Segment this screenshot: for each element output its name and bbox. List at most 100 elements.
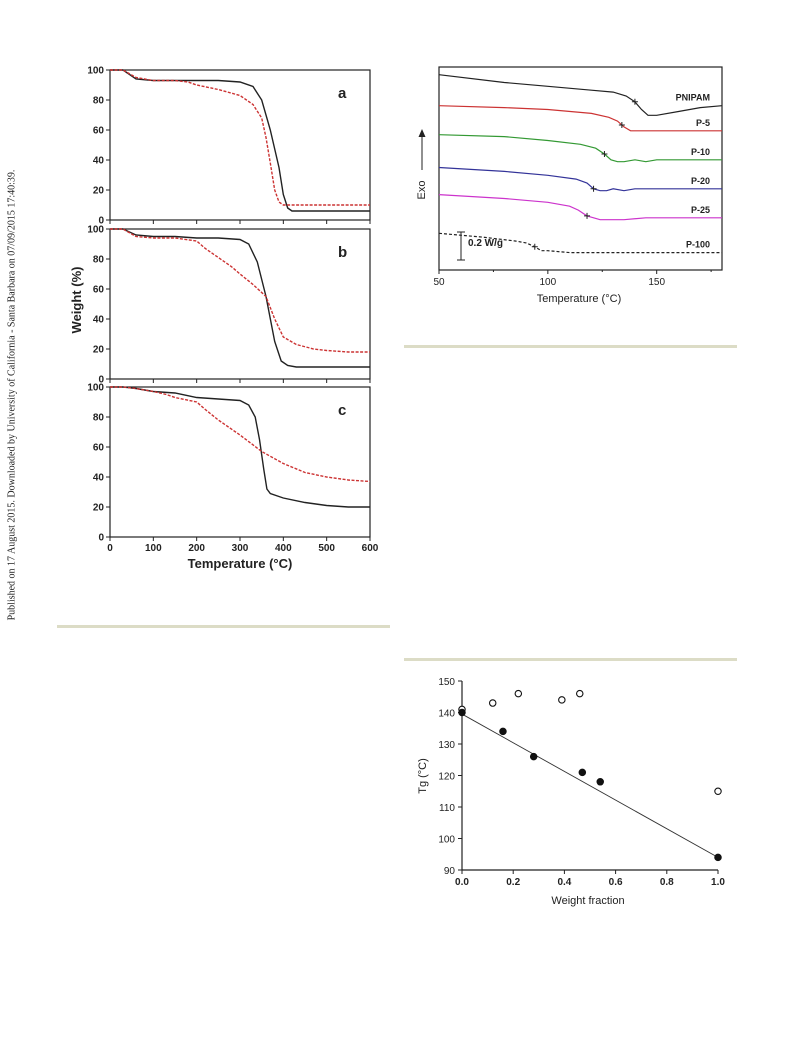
tg-y-axis-label: Tg (°C): [417, 758, 429, 794]
tg-axes: [461, 681, 718, 871]
tga-series-line: [110, 69, 370, 206]
tg-open-point: [488, 699, 497, 707]
dsc-tg-marker: [584, 212, 591, 219]
dsc-x-tick-label: 150: [648, 277, 665, 288]
tga-panel-b: 0 20 40 60 80 100 b: [87, 225, 371, 386]
tg-open-point: [576, 689, 584, 698]
tg-fit-line: [461, 713, 719, 858]
dsc-scale-bar-label: 0.2 W/g: [468, 238, 503, 249]
tg-chart: Weight fraction Tg (°C) 90 100 110 120 130 14…: [417, 677, 725, 907]
tga-y-tick-label: 80: [93, 96, 105, 107]
dsc-series-label: P-10: [691, 147, 710, 157]
tga-x-tick-label: 0: [107, 543, 113, 554]
tga-y-tick-label: 20: [93, 345, 105, 356]
tga-y-tick-label: 20: [93, 186, 105, 197]
tga-panel-c: 0 20 40 60 80 100 c: [87, 383, 371, 544]
tga-y-tick-label: 40: [93, 315, 105, 326]
tga-y-tick-label: 0: [98, 375, 104, 386]
tga-panel-frame: [109, 386, 371, 538]
tga-x-axis-label: Temperature (°C): [188, 556, 293, 571]
tga-series-line: [110, 386, 371, 483]
tga-y-tick-label: 100: [87, 225, 104, 236]
tg-y-tick-label: 140: [438, 709, 455, 720]
dsc-series-p-20: P-20: [438, 166, 722, 192]
dsc-x-tick-label: 100: [540, 277, 557, 288]
tga-y-tick-label: 0: [98, 216, 104, 227]
tga-series-line: [110, 386, 370, 508]
dsc-chart: Temperature (°C) Exo 0.2 W/g 50 100 150 PNI…: [416, 66, 723, 305]
dsc-series-p-5: P-5: [438, 105, 722, 132]
tga-y-tick-label: 0: [98, 533, 104, 544]
dsc-series-pnipam: PNIPAM: [438, 74, 723, 116]
tg-filled-point: [596, 778, 604, 786]
tg-x-tick-label: 0.0: [455, 877, 469, 888]
dsc-series-label: P-100: [686, 240, 710, 250]
dsc-x-axis-label: Temperature (°C): [537, 293, 621, 305]
tga-y-tick-label: 80: [93, 413, 105, 424]
dsc-series-line: [438, 105, 722, 132]
caption-divider-left: [57, 625, 390, 628]
dsc-tg-marker: [590, 185, 597, 192]
tg-filled-point: [499, 727, 507, 736]
dsc-tg-marker: [531, 243, 538, 250]
tga-panel-label: b: [338, 244, 347, 261]
tg-filled-point: [578, 768, 587, 777]
tg-y-tick-label: 100: [438, 835, 455, 846]
dsc-scale-bar: [457, 231, 465, 261]
tg-open-point: [558, 696, 566, 704]
dsc-series-line: [438, 194, 722, 221]
tg-x-axis-label: Weight fraction: [551, 895, 624, 907]
dsc-series-label: P-25: [691, 205, 710, 215]
tga-y-tick-label: 60: [93, 126, 105, 137]
tg-filled-point: [529, 752, 538, 761]
tg-x-tick-label: 1.0: [711, 877, 725, 888]
dsc-plot-frame: [438, 66, 723, 271]
tga-panel-frame: [109, 69, 371, 221]
tga-panel-label: a: [338, 85, 347, 102]
tga-panel-label: c: [338, 402, 346, 419]
dsc-series-line: [438, 166, 722, 192]
tga-panel-frame: [109, 228, 371, 380]
caption-divider-right-bottom: [404, 658, 737, 661]
dsc-series-p-25: P-25: [438, 194, 722, 221]
tg-filled-point: [714, 853, 722, 862]
tga-x-tick-label: 100: [145, 543, 162, 554]
tg-y-tick-label: 110: [439, 803, 455, 814]
tga-chart: Weight (%) Temperature (°C) 0 20 40 60 80 100…: [69, 66, 379, 572]
tga-x-tick-label: 300: [232, 543, 249, 554]
dsc-tg-marker: [618, 122, 625, 128]
tg-y-tick-label: 90: [444, 866, 456, 877]
dsc-series-label: P-20: [691, 176, 710, 186]
dsc-series-label: PNIPAM: [676, 93, 710, 103]
tg-filled-point: [458, 708, 466, 717]
tga-x-tick-label: 200: [188, 543, 205, 554]
dsc-series-p-100: P-100: [438, 232, 722, 254]
dsc-series-line: [438, 134, 722, 163]
tga-y-tick-label: 100: [87, 383, 104, 394]
tga-y-tick-label: 40: [93, 156, 105, 167]
tga-y-axis-label: Weight (%): [69, 267, 84, 334]
tg-x-tick-label: 0.8: [660, 877, 674, 888]
dsc-series-p-10: P-10: [438, 134, 722, 163]
tga-series-line: [110, 69, 370, 212]
tga-panel-a: 0 20 40 60 80 100 a: [87, 66, 371, 227]
tga-x-tick-label: 400: [275, 543, 292, 554]
tg-open-point: [514, 689, 523, 698]
dsc-tg-marker: [601, 151, 608, 157]
dsc-x-tick-label: 50: [433, 277, 445, 288]
dsc-series-line: [438, 232, 722, 254]
tga-y-tick-label: 100: [87, 66, 104, 77]
tga-y-tick-label: 40: [93, 473, 105, 484]
tg-y-tick-label: 130: [438, 740, 455, 751]
tg-y-tick-label: 150: [438, 677, 455, 688]
tga-y-tick-label: 60: [93, 443, 105, 454]
tg-x-tick-label: 0.4: [557, 877, 571, 888]
tga-y-tick-label: 80: [93, 255, 105, 266]
dsc-y-axis-label: Exo: [416, 181, 428, 200]
tga-y-tick-label: 20: [93, 503, 105, 514]
tga-y-tick-label: 60: [93, 285, 105, 296]
tga-series-line: [110, 228, 370, 368]
caption-divider-right-top: [404, 345, 737, 348]
tg-y-tick-label: 120: [438, 772, 455, 783]
tga-x-tick-label: 600: [362, 543, 379, 554]
